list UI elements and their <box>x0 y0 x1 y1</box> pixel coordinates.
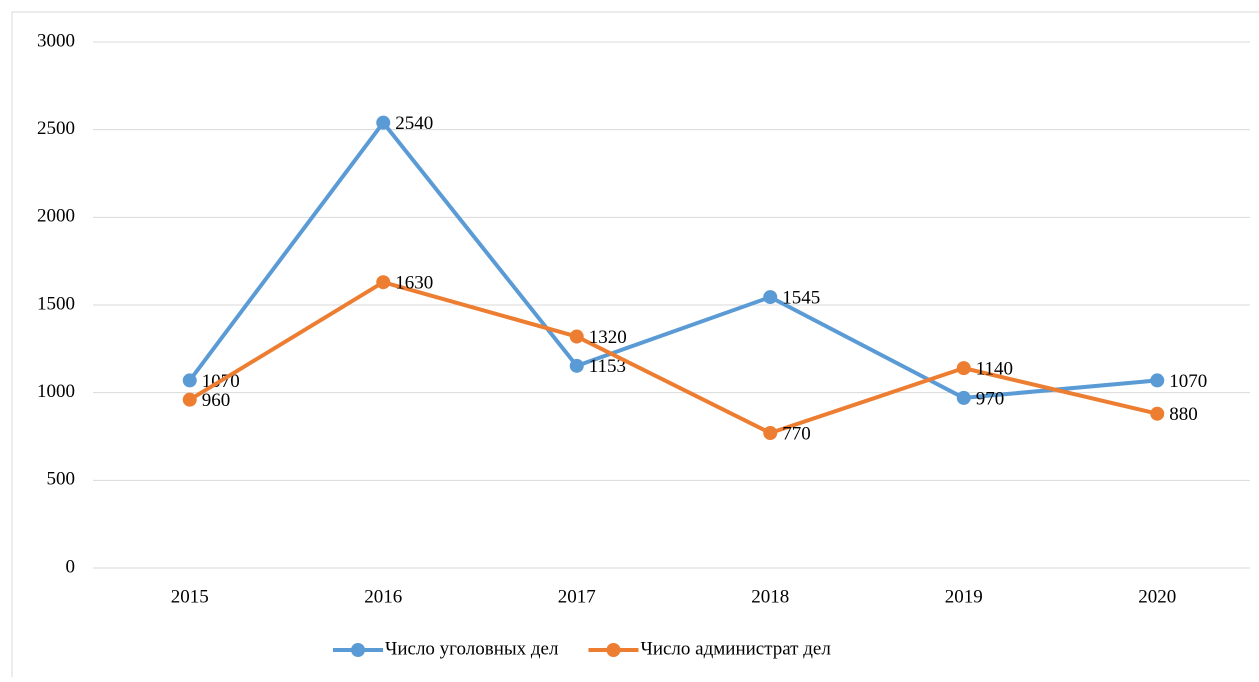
y-tick-label: 500 <box>47 469 76 490</box>
data-label: 770 <box>782 423 811 444</box>
marker <box>182 373 197 388</box>
data-label: 1153 <box>589 356 626 377</box>
legend-marker <box>351 643 365 657</box>
y-tick-label: 1500 <box>37 293 75 314</box>
y-tick-label: 3000 <box>37 30 75 51</box>
marker <box>1150 373 1165 388</box>
legend-label: Число администрат дел <box>640 638 831 659</box>
data-label: 1070 <box>1169 371 1207 392</box>
y-tick-label: 2500 <box>37 118 75 139</box>
data-label: 880 <box>1169 404 1198 425</box>
data-label: 1140 <box>976 358 1013 379</box>
marker <box>569 329 584 344</box>
x-tick-label: 2019 <box>945 586 983 607</box>
y-tick-label: 0 <box>66 556 76 577</box>
marker <box>1150 406 1165 421</box>
marker <box>763 425 778 440</box>
marker <box>376 275 391 290</box>
x-tick-label: 2015 <box>171 586 209 607</box>
marker <box>763 290 778 305</box>
data-label: 2540 <box>395 113 433 134</box>
chart-frame <box>11 11 1259 682</box>
legend-marker <box>606 643 621 657</box>
data-label: 1545 <box>782 287 820 308</box>
marker <box>376 115 391 130</box>
legend-label: Число уголовных дел <box>385 638 559 659</box>
marker <box>182 392 197 407</box>
x-tick-label: 2020 <box>1138 586 1176 607</box>
x-tick-label: 2016 <box>364 586 402 607</box>
data-label: 1320 <box>589 327 627 348</box>
y-tick-label: 2000 <box>37 206 75 227</box>
marker <box>956 361 971 376</box>
marker <box>956 390 971 405</box>
data-label: 1630 <box>395 273 433 294</box>
series-line <box>188 120 1158 400</box>
x-tick-label: 2017 <box>558 586 596 607</box>
x-tick-label: 2018 <box>751 586 789 607</box>
y-tick-label: 1000 <box>37 381 75 402</box>
data-label: 960 <box>202 390 231 411</box>
series-line <box>188 280 1158 435</box>
data-label: 970 <box>976 388 1005 409</box>
marker <box>569 358 584 373</box>
